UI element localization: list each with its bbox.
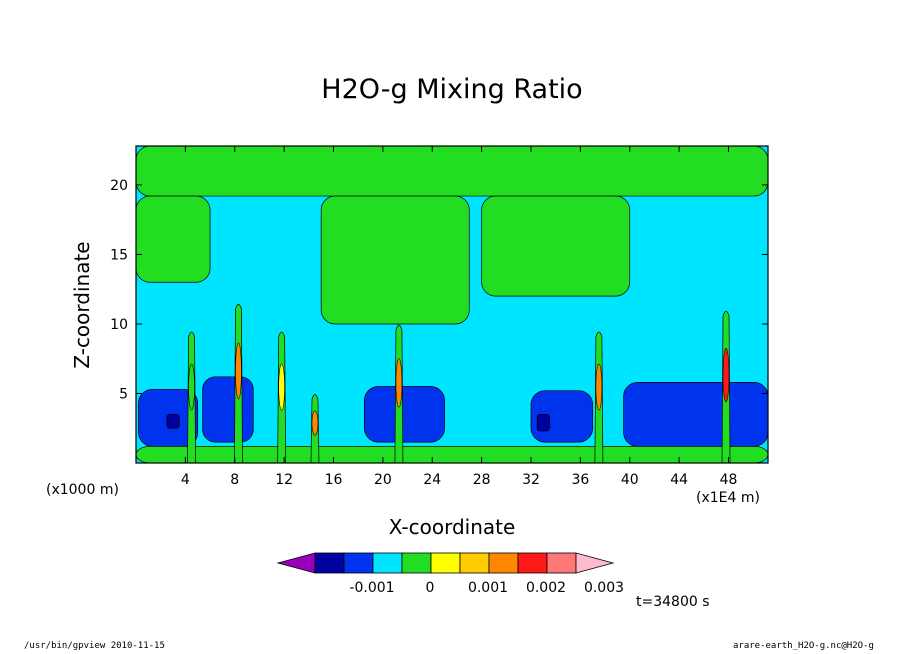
x-tick-label: 12: [275, 472, 293, 488]
colorbar-swatch: [314, 552, 345, 574]
y-axis-ticks: 5 10 15 20: [110, 178, 768, 402]
contour-region-blue: [623, 382, 768, 447]
x-tick-label: 48: [720, 472, 738, 488]
colorbar-label: 0.001: [468, 580, 508, 596]
x-tick-label: 4: [181, 472, 190, 488]
chart-title: H2O-g Mixing Ratio: [321, 74, 583, 105]
colorbar-swatch: [488, 552, 519, 574]
contour-region-blue: [202, 376, 254, 443]
colorbar-swatch: [546, 552, 577, 574]
plume-core: [722, 347, 730, 403]
contour-region-green: [136, 195, 211, 283]
y-tick-label: 5: [119, 386, 128, 402]
plume-core: [235, 342, 242, 400]
colorbar-right-arrow: [575, 552, 615, 574]
x-tick-label: 40: [621, 472, 639, 488]
colorbar-swatch: [459, 552, 490, 574]
x-axis-unit-right: (x1E4 m): [696, 490, 760, 506]
contour-region-blue: [364, 386, 445, 443]
footer-left-text: /usr/bin/gpview 2010-11-15: [24, 641, 165, 651]
colorbar-label: -0.001: [349, 580, 394, 596]
contour-region-green: [136, 146, 768, 197]
contour-region-darkblue: [536, 413, 550, 432]
x-axis-ticks: 4 8 12 16 20 24 28 32 36 40 44 48: [181, 146, 738, 488]
plot-frame: [135, 145, 769, 464]
x-axis-label: X-coordinate: [388, 515, 516, 539]
colorbar-label: 0: [426, 580, 435, 596]
colorbar-swatch: [401, 552, 432, 574]
colorbar-swatch: [517, 552, 548, 574]
colorbar-label: 0.003: [584, 580, 624, 596]
plume-core: [595, 363, 603, 411]
x-tick-label: 28: [473, 472, 491, 488]
colorbar-swatch: [372, 552, 403, 574]
colorbar-swatch: [343, 552, 374, 574]
x-tick-label: 20: [374, 472, 392, 488]
x-tick-label: 44: [670, 472, 688, 488]
y-tick-label: 10: [110, 317, 128, 333]
x-tick-label: 24: [423, 472, 441, 488]
x-axis-unit-left: (x1000 m): [46, 482, 119, 498]
plume-core: [311, 410, 319, 436]
x-tick-label: 32: [522, 472, 540, 488]
x-tick-label: 16: [325, 472, 343, 488]
contour-region-darkblue: [166, 413, 180, 429]
time-label: t=34800 s: [636, 594, 710, 610]
plume-core: [188, 363, 195, 411]
contour-field: [136, 146, 768, 463]
y-tick-label: 15: [110, 247, 128, 263]
colorbar: -0.001 0 0.001 0.002 0.003: [276, 552, 624, 596]
contour-region-green: [136, 445, 768, 463]
x-tick-label: 8: [230, 472, 239, 488]
contour-region-green: [481, 195, 631, 297]
colorbar-swatch: [430, 552, 461, 574]
y-tick-label: 20: [110, 178, 128, 194]
contour-region-green: [320, 195, 470, 325]
colorbar-left-arrow: [276, 552, 316, 574]
plume-core: [278, 363, 285, 411]
colorbar-label: 0.002: [526, 580, 566, 596]
plume-core: [395, 358, 403, 408]
x-tick-label: 36: [571, 472, 589, 488]
footer-right-text: arare-earth_H2O-g.nc@H2O-g: [733, 641, 874, 651]
